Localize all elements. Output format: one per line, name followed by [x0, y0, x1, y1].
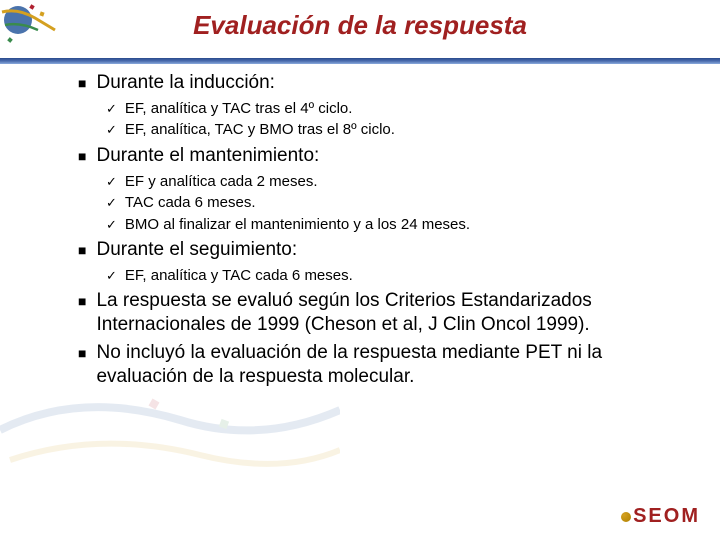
- check-icon: ✓: [106, 101, 117, 118]
- check-icon: ✓: [106, 217, 117, 234]
- sub-item: ✓ EF y analítica cada 2 meses.: [106, 172, 660, 192]
- square-bullet-icon: ■: [78, 242, 86, 260]
- check-icon: ✓: [106, 268, 117, 285]
- sub-item-text: BMO al finalizar el mantenimiento y a lo…: [125, 215, 470, 235]
- sub-item: ✓ EF, analítica y TAC cada 6 meses.: [106, 266, 660, 286]
- sub-item-text: TAC cada 6 meses.: [125, 193, 256, 213]
- square-bullet-icon: ■: [78, 293, 86, 311]
- paragraph-text: La respuesta se evaluó según los Criteri…: [96, 289, 660, 337]
- sub-item: ✓ EF, analítica, TAC y BMO tras el 8º ci…: [106, 120, 660, 140]
- background-graphic: [0, 370, 340, 500]
- section-heading: ■ Durante el mantenimiento:: [78, 144, 660, 168]
- footer-brand-logo: SEOM: [621, 505, 700, 528]
- sub-item-text: EF, analítica y TAC tras el 4º ciclo.: [125, 99, 353, 119]
- sub-item-text: EF y analítica cada 2 meses.: [125, 172, 318, 192]
- corner-logo-graphic: [0, 0, 60, 55]
- heading-text: Durante el mantenimiento:: [96, 144, 319, 168]
- check-icon: ✓: [106, 174, 117, 191]
- sub-item: ✓ EF, analítica y TAC tras el 4º ciclo.: [106, 99, 660, 119]
- slide-title: Evaluación de la respuesta: [193, 10, 527, 41]
- brand-text: SEOM: [633, 505, 700, 527]
- section-heading: ■ Durante el seguimiento:: [78, 238, 660, 262]
- check-icon: ✓: [106, 122, 117, 139]
- section-heading: ■ Durante la inducción:: [78, 71, 660, 95]
- square-bullet-icon: ■: [78, 345, 86, 363]
- sub-item: ✓ TAC cada 6 meses.: [106, 193, 660, 213]
- paragraph-item: ■ La respuesta se evaluó según los Crite…: [78, 289, 660, 337]
- sub-item: ✓ BMO al finalizar el mantenimiento y a …: [106, 215, 660, 235]
- paragraph-item: ■ No incluyó la evaluación de la respues…: [78, 341, 660, 389]
- content-area: ■ Durante la inducción: ✓ EF, analítica …: [0, 41, 720, 388]
- logo-dot-icon: [621, 512, 631, 522]
- sub-item-text: EF, analítica, TAC y BMO tras el 8º cicl…: [125, 120, 395, 140]
- heading-text: Durante el seguimiento:: [96, 238, 297, 262]
- sub-item-text: EF, analítica y TAC cada 6 meses.: [125, 266, 353, 286]
- check-icon: ✓: [106, 195, 117, 212]
- square-bullet-icon: ■: [78, 75, 86, 93]
- title-underline: [0, 58, 720, 64]
- paragraph-text: No incluyó la evaluación de la respuesta…: [96, 341, 660, 389]
- square-bullet-icon: ■: [78, 148, 86, 166]
- heading-text: Durante la inducción:: [96, 71, 275, 95]
